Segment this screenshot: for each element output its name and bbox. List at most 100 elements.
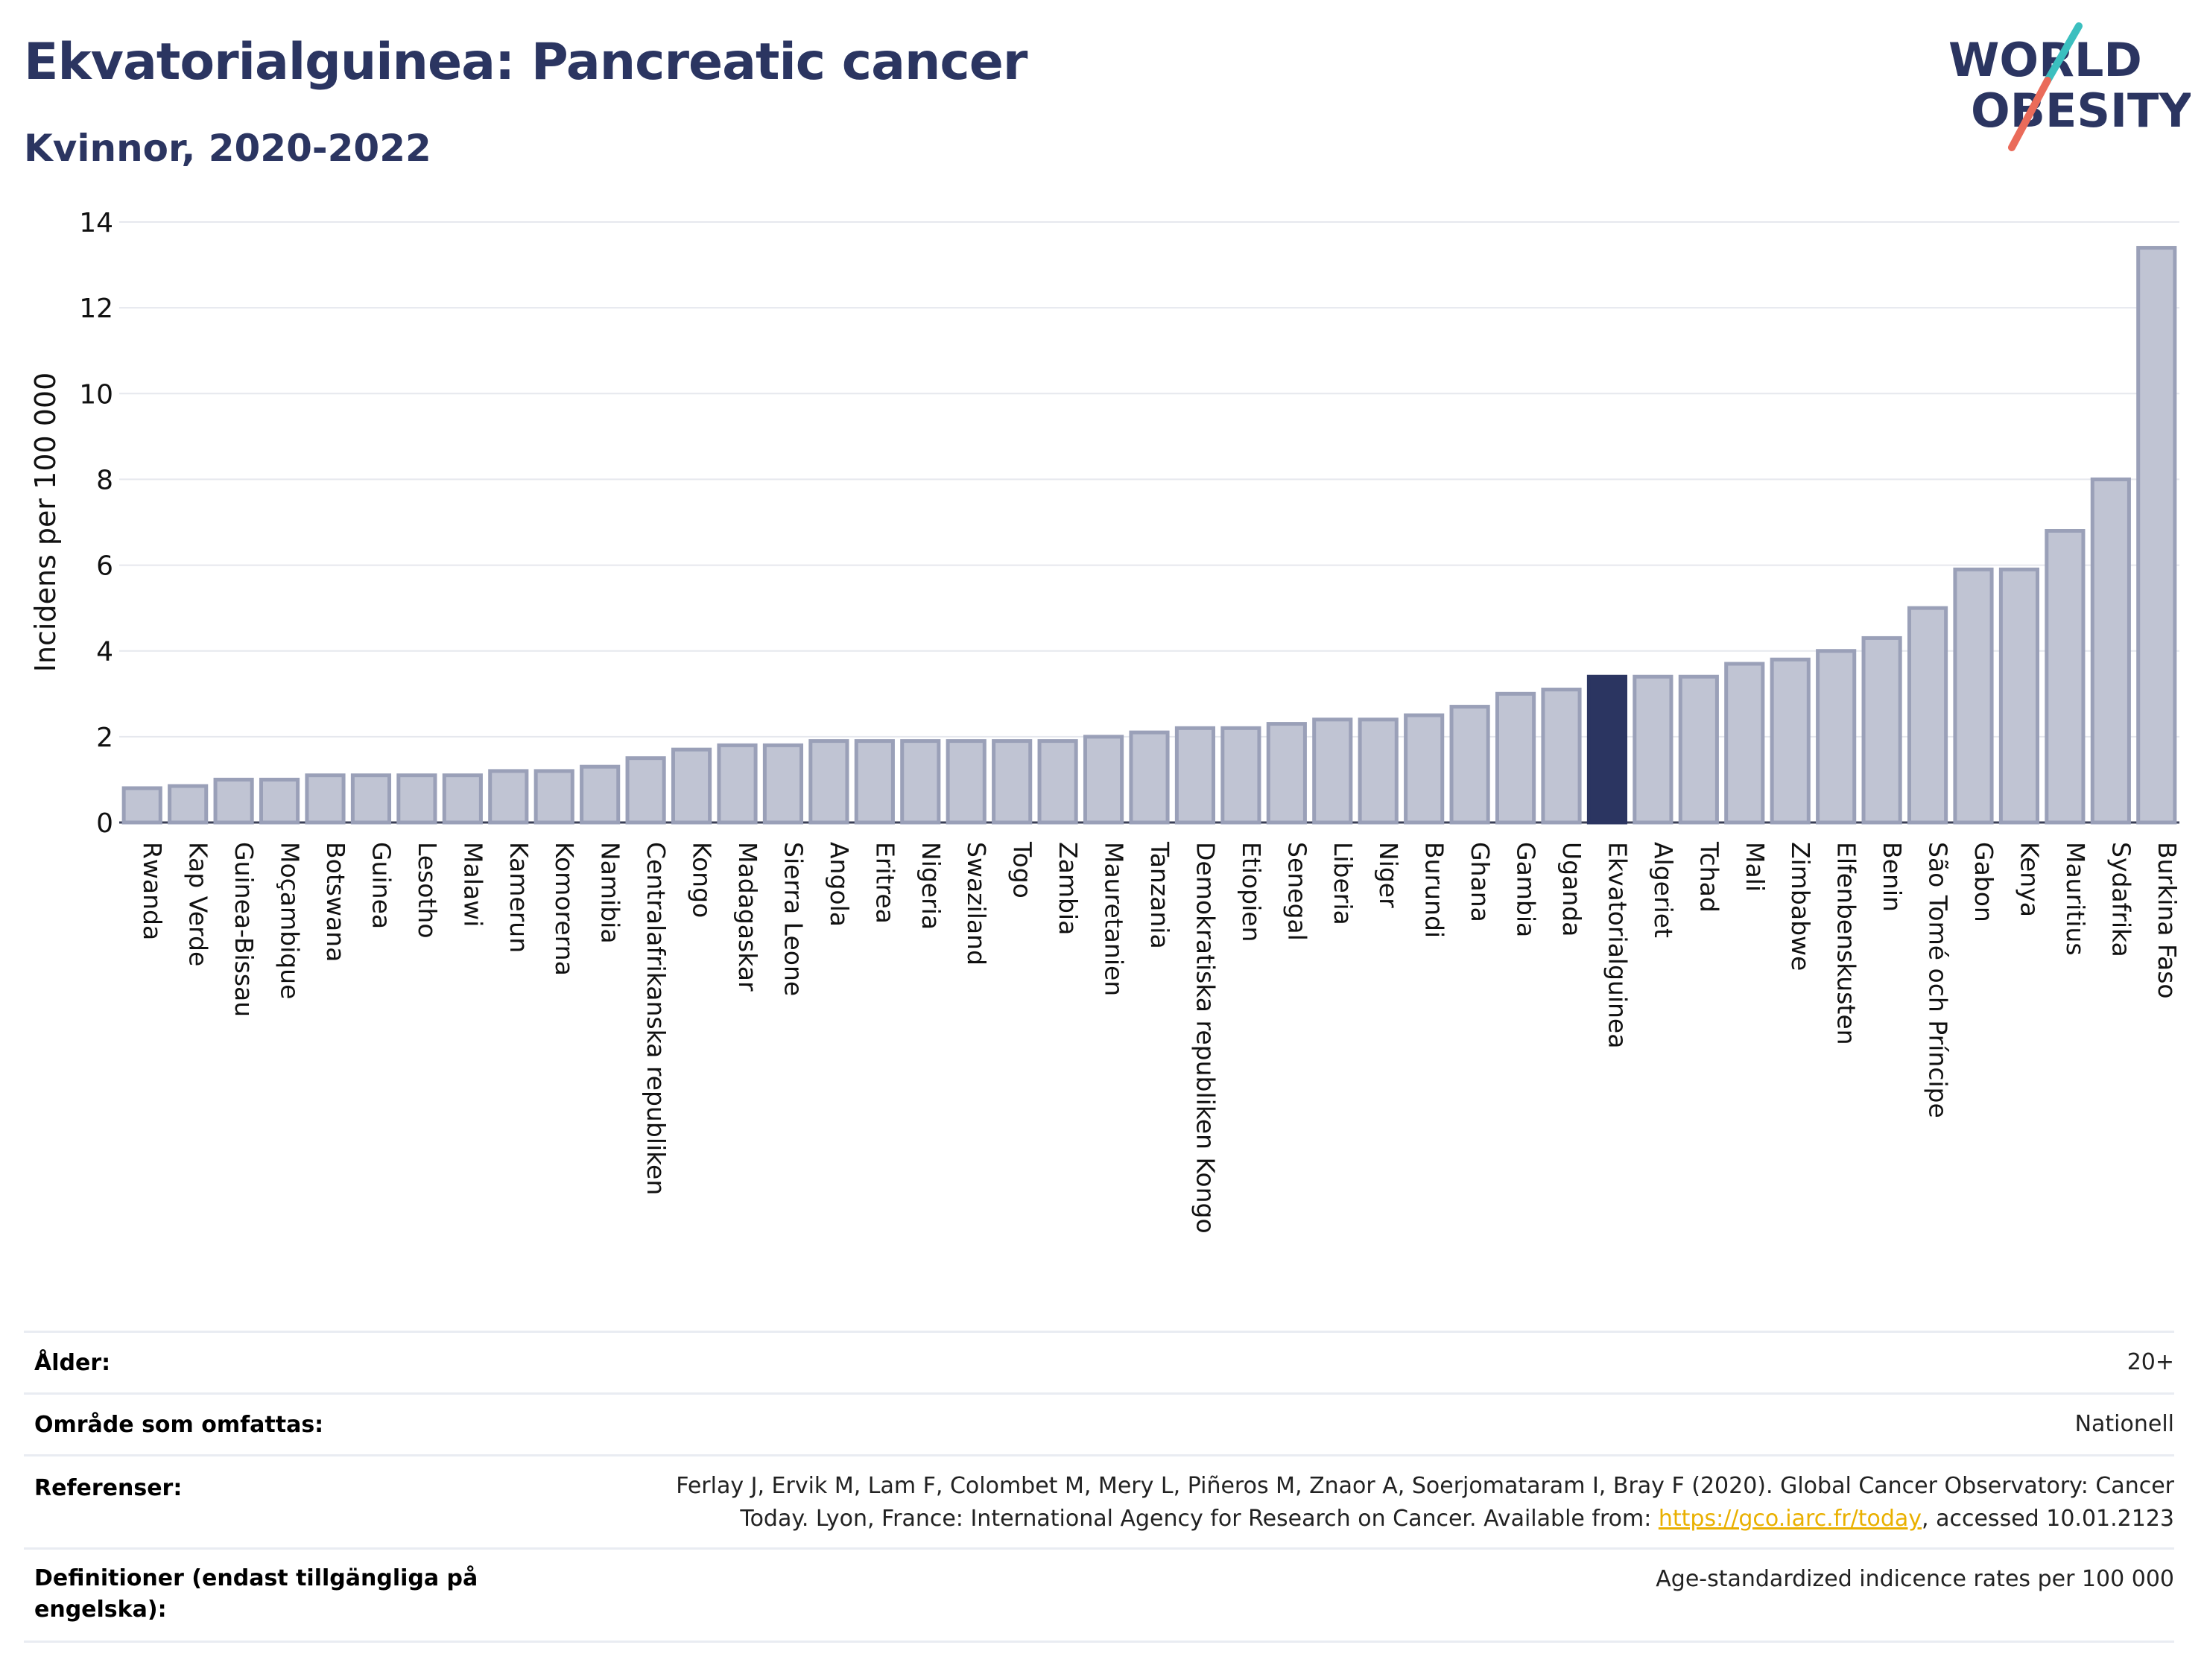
y-tick-label: 4 [96, 637, 113, 668]
x-tick-label: Kamerun [504, 842, 533, 953]
x-tick-label: Angola [825, 842, 854, 927]
x-tick-label: Nigeria [916, 842, 946, 930]
x-tick-label: Tanzania [1145, 841, 1174, 949]
x-tick-label: Etiopien [1237, 842, 1266, 942]
area-value: Nationell [2074, 1411, 2174, 1437]
references-label: Referenser: [34, 1475, 183, 1501]
x-tick-label: Mauretanien [1100, 842, 1129, 996]
y-tick-label: 10 [79, 379, 113, 410]
meta-row-definitions: Definitioner (endast tillgängliga på eng… [24, 1547, 2174, 1643]
references-line-2: Today. Lyon, France: International Agenc… [676, 1503, 2174, 1535]
bar-swaziland[interactable] [946, 739, 987, 825]
bar-burkina-faso[interactable] [2136, 246, 2177, 825]
bar-zambia[interactable] [1037, 739, 1078, 825]
x-tick-label: Burundi [1420, 842, 1449, 938]
age-label: Ålder: [34, 1350, 111, 1376]
logo-word-obesity: OBESITY [1971, 83, 2191, 138]
bar-mo-ambique[interactable] [259, 777, 300, 825]
x-tick-label: Centralafrikanska republiken [642, 842, 671, 1195]
x-tick-label: Liberia [1329, 842, 1358, 925]
x-tick-label: Elfenbenskusten [1832, 842, 1861, 1045]
bar-kongo[interactable] [671, 747, 712, 825]
x-tick-label: Niger [1374, 842, 1403, 908]
bar-burundi[interactable] [1404, 713, 1445, 825]
bar-tanzania[interactable] [1129, 730, 1170, 825]
bar-malawi[interactable] [442, 773, 483, 825]
definitions-label: Definitioner (endast tillgängliga på eng… [24, 1550, 478, 1626]
bar-etiopien[interactable] [1220, 726, 1261, 825]
x-tick-label: Komorerna [550, 842, 579, 976]
bar-senegal[interactable] [1266, 722, 1307, 825]
x-tick-label: Botswana [321, 842, 350, 962]
bar-namibia[interactable] [580, 764, 621, 825]
references-accessed: , accessed 10.01.2123 [1922, 1506, 2174, 1532]
references-text: Today. Lyon, France: International Agenc… [740, 1506, 1659, 1532]
bar-komorerna[interactable] [533, 769, 574, 825]
x-tick-label: Burkina Faso [2153, 842, 2182, 999]
bar-gambia[interactable] [1495, 691, 1536, 825]
bar-kamerun[interactable] [488, 769, 529, 825]
bar-gabon[interactable] [1953, 567, 1994, 825]
x-tick-label: Tchad [1694, 841, 1723, 913]
bar-botswana[interactable] [305, 773, 346, 825]
references-line-1: Ferlay J, Ervik M, Lam F, Colombet M, Me… [676, 1473, 2174, 1499]
bar-lesotho[interactable] [396, 773, 437, 825]
age-value: 20+ [2127, 1349, 2174, 1375]
references-link[interactable]: https://gco.iarc.fr/today [1658, 1506, 1922, 1532]
bar-ghana[interactable] [1449, 705, 1490, 825]
x-tick-label: Lesotho [413, 842, 442, 939]
bar-sierra-leone[interactable] [762, 743, 804, 825]
y-tick-label: 6 [96, 551, 113, 582]
meta-row-references: Referenser: Ferlay J, Ervik M, Lam F, Co… [24, 1454, 2174, 1547]
x-tick-label: Togo [1008, 841, 1037, 898]
bar-demokratiska-republiken-kongo[interactable] [1174, 726, 1216, 825]
x-tick-label: Kenya [2015, 842, 2044, 917]
y-tick-label: 2 [96, 723, 113, 753]
bar-guinea-bissau[interactable] [213, 777, 254, 825]
bar-s-o-tom-och-pr-ncipe[interactable] [1907, 606, 1948, 825]
bar-benin[interactable] [1861, 635, 1902, 825]
bar-algeriet[interactable] [1633, 674, 1673, 825]
x-tick-label: Namibia [596, 842, 625, 944]
bar-angola[interactable] [808, 739, 849, 825]
logo-slash-teal [2044, 22, 2083, 84]
bar-tchad[interactable] [1678, 674, 1719, 825]
bar-liberia[interactable] [1312, 717, 1353, 825]
bar-sydafrika[interactable] [2090, 477, 2131, 825]
bar-elfenbenskusten[interactable] [1816, 649, 1857, 825]
x-tick-label: Ghana [1466, 842, 1495, 922]
bar-kap-verde[interactable] [168, 784, 209, 825]
bar-niger[interactable] [1358, 717, 1399, 825]
chart-title: Ekvatorialguinea: Pancreatic cancer [24, 33, 1027, 92]
area-label: Område som omfattas: [34, 1412, 324, 1438]
x-tick-label: Kongo [688, 842, 717, 918]
bar-zimbabwe[interactable] [1770, 657, 1811, 825]
world-obesity-logo[interactable]: WORLD OBESITY [1937, 22, 2191, 156]
definitions-value: Age-standardized indicence rates per 100… [1656, 1566, 2174, 1592]
bar-guinea[interactable] [350, 773, 392, 825]
x-tick-label: Rwanda [138, 842, 167, 940]
x-tick-label: Algeriet [1649, 842, 1678, 938]
x-tick-label: São Tomé och Príncipe [1924, 842, 1953, 1118]
x-tick-label: Sierra Leone [779, 842, 808, 996]
x-tick-label: Demokratiska republiken Kongo [1191, 842, 1220, 1234]
bar-eritrea[interactable] [854, 739, 895, 825]
bar-rwanda[interactable] [121, 786, 162, 825]
y-tick-label: 14 [79, 208, 113, 238]
x-tick-label: Sydafrika [2106, 842, 2135, 957]
bar-mauretanien[interactable] [1083, 735, 1124, 825]
bar-mauritius[interactable] [2045, 529, 2086, 825]
x-tick-label: Guinea [367, 842, 396, 929]
bar-togo[interactable] [992, 739, 1033, 825]
bar-kenya[interactable] [1998, 567, 2040, 825]
x-tick-label: Gabon [1969, 842, 1998, 922]
bar-centralafrikanska-republiken[interactable] [625, 756, 666, 825]
bar-uganda[interactable] [1541, 688, 1582, 825]
x-tick-label: Eritrea [870, 842, 899, 924]
references-value: Ferlay J, Ervik M, Lam F, Colombet M, Me… [676, 1456, 2174, 1535]
definitions-label-line-1: Definitioner (endast tillgängliga på [34, 1565, 478, 1591]
bar-mali[interactable] [1724, 662, 1765, 825]
bar-nigeria[interactable] [900, 739, 941, 825]
bar-ekvatorialguinea[interactable] [1586, 674, 1628, 825]
bar-madagaskar[interactable] [717, 743, 758, 825]
